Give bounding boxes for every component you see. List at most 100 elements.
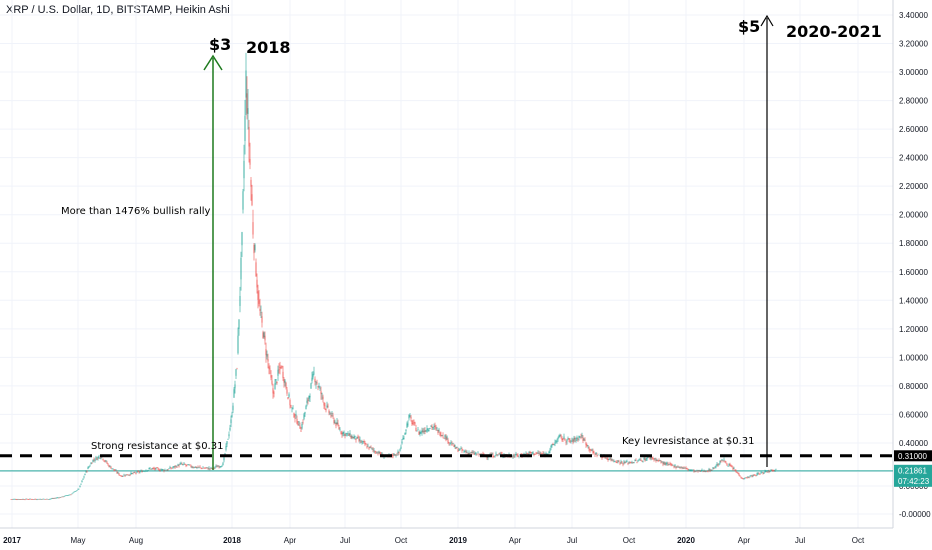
candle-body [251,194,253,206]
candle-body [753,475,755,476]
candle-body [261,316,263,323]
candle-body [286,389,288,394]
candle-body [743,478,745,480]
candle-body [18,499,20,500]
candle-body [560,434,562,436]
candle-body [154,468,156,470]
candle-body [188,464,190,466]
x-tick-label: 2020 [677,536,695,545]
candle-body [144,471,146,472]
candle-body [37,498,39,500]
candle-body [394,454,396,456]
candle-body [318,386,320,388]
candle-body [355,438,357,441]
candle-body [421,430,423,433]
candle-body [601,457,603,459]
candle-body [499,453,501,455]
candle-body [457,449,459,452]
candle-body [731,466,733,468]
candle-body [718,464,720,466]
candle-body [667,463,669,465]
candle-body [709,469,711,472]
candle-body [630,462,632,464]
candle-body [712,467,714,469]
candle-body [252,222,254,235]
candle-body [354,435,356,438]
candle-body [351,435,353,438]
candle-body [500,453,502,454]
candle-body [22,499,24,500]
candle-body [128,474,130,476]
candle-body [694,470,696,472]
candle-body [682,467,684,469]
candle-body [300,430,302,432]
candle-body [454,445,456,447]
candle-body [156,467,158,469]
candle-body [444,435,446,438]
candle-body [140,470,142,472]
candle-body [677,466,679,468]
candle-body [326,405,328,408]
candle-body [198,466,200,468]
candle-body [353,436,355,439]
candle-body [166,469,168,471]
candle-body [540,453,542,455]
candle-body [122,475,124,477]
candle-body [155,467,157,469]
candle-body [204,468,206,469]
candle-body [428,430,430,431]
y-tick-label: 1.20000 [899,325,928,334]
candle-body [65,495,67,496]
candle-body [284,380,286,383]
candle-body [190,465,192,467]
candle-body [113,469,115,471]
candle-body [554,442,556,445]
candle-body [123,474,125,476]
candle-body [33,499,35,500]
candle-body [160,469,162,471]
candle-body [631,462,633,463]
candle-body [162,469,164,470]
candle-body [17,499,19,500]
candle-body [187,464,189,465]
candle-body [106,462,108,464]
candle-body [547,453,549,455]
candle-body [752,475,754,476]
candles [10,52,777,501]
candle-body [584,439,586,441]
candle-body [532,451,534,453]
candle-body [27,499,29,500]
candle-body [333,419,335,423]
candle-body [474,453,476,455]
candle-body [534,454,536,455]
candle-body [730,465,732,467]
y-tick-label: 0.40000 [899,439,928,448]
y-tick-label: 1.00000 [899,353,928,362]
candle-body [112,468,114,470]
candle-body [442,435,444,437]
candle-body [646,458,648,460]
candle-body [462,449,464,451]
candle-body [543,453,545,455]
candle-body [357,437,359,438]
candle-body [681,467,683,468]
candle-body [11,499,13,500]
candle-body [455,447,457,450]
candle-body [605,457,607,459]
candle-body [290,405,292,407]
candle-body [588,446,590,449]
price-axis[interactable]: 3.40000 3.20000 3.00000 2.80000 2.60000 2.400… [899,11,931,519]
candle-body [650,456,652,459]
candle-body [104,460,106,462]
candle-body [301,423,303,429]
candle-body [45,498,47,500]
candle-body [531,452,533,454]
time-axis[interactable]: 2017 May Aug 2018 Apr Jul Oct 2019 Apr Jul Oct 2020… [3,536,865,545]
candle-body [133,472,135,473]
candle-body [169,467,171,469]
candle-body [472,452,474,453]
candle-body [302,422,304,423]
candle-body [651,457,653,459]
candle-body [181,464,183,465]
